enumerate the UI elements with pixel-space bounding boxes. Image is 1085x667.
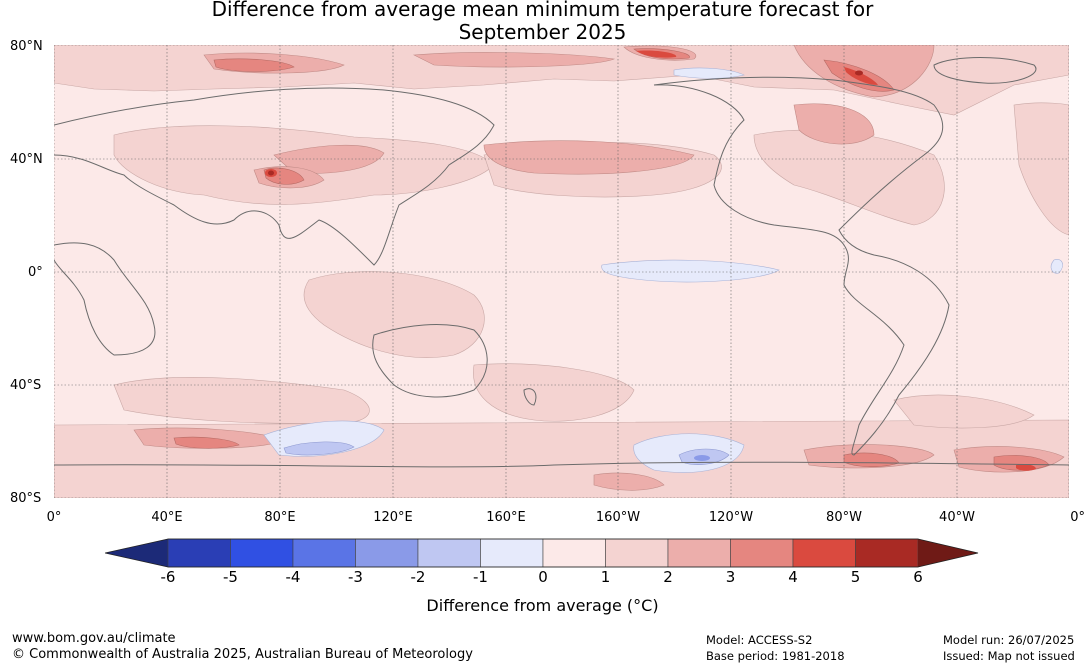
lon-label-120e: 120°E: [373, 510, 413, 525]
chart-title-line-1: Difference from average mean minimum tem…: [211, 0, 874, 21]
colorbar-tick-label: -5: [223, 568, 238, 586]
colorbar: [105, 538, 979, 568]
colorbar-cell--4_-3: [292, 538, 356, 568]
footer-model-run: Model run: 26/07/2025: [943, 633, 1075, 647]
lat-label-40s: 40°S: [10, 378, 42, 393]
colorbar-cell--6_-5: [167, 538, 231, 568]
lon-label-0-left: 0°: [46, 510, 62, 525]
colorbar-cell--5_-4: [230, 538, 294, 568]
colorbar-cell-4_5: [792, 538, 856, 568]
colorbar-cell-2_3: [667, 538, 731, 568]
colorbar-tick-label: -1: [473, 568, 488, 586]
colorbar-tick-label: 1: [600, 568, 611, 586]
colorbar-tick-label: 0: [538, 568, 548, 586]
lon-label-40w: 40°W: [939, 510, 975, 525]
anomaly-2-3-regions: [133, 45, 1065, 491]
colorbar-cell-0_1: [542, 538, 606, 568]
chart-title-line-2: September 2025: [458, 20, 627, 44]
lon-label-40e: 40°E: [151, 510, 183, 525]
colorbar-tick-label: 2: [663, 568, 673, 586]
colorbar-label: Difference from average (°C): [426, 596, 659, 615]
lat-label-40n: 40°N: [10, 152, 43, 167]
gridlines: [54, 45, 1069, 498]
footer-model: Model: ACCESS-S2: [706, 633, 813, 647]
anomaly-minus3-minus2-regions: [694, 455, 710, 461]
colorbar-tick-label: -6: [160, 568, 176, 586]
colorbar-tick-label: -4: [285, 568, 301, 586]
colorbar-extend-high: [918, 539, 978, 567]
colorbar-outline: [105, 538, 979, 568]
temperature-anomaly-map: [54, 45, 1069, 498]
footer-base-period: Base period: 1981-2018: [706, 649, 845, 663]
lat-label-0: 0°: [28, 265, 43, 280]
footer-copyright: © Commonwealth of Australia 2025, Austra…: [12, 647, 473, 662]
colorbar-tick-label: 4: [788, 568, 798, 586]
colorbar-tick-label: -3: [348, 568, 363, 586]
colorbar-cell-3_4: [730, 538, 794, 568]
lon-label-0-right: 0°: [1070, 510, 1085, 525]
lon-label-160e: 160°E: [486, 510, 526, 525]
colorbar-cell-1_2: [605, 538, 669, 568]
lon-label-120w: 120°W: [708, 510, 754, 525]
lat-label-80s: 80°S: [10, 491, 42, 506]
anomaly-4-5-regions: [265, 50, 1036, 471]
lon-label-160w: 160°W: [595, 510, 641, 525]
footer-issued: Issued: Map not issued: [943, 649, 1075, 663]
colorbar-cell--2_-1: [417, 538, 481, 568]
colorbar-cell--1_0: [480, 538, 544, 568]
coastlines: [54, 57, 1069, 468]
colorbar-extend-low: [105, 539, 168, 567]
colorbar-cell--3_-2: [355, 538, 419, 568]
colorbar-cells: [105, 538, 979, 568]
anomaly-5-6-regions: [268, 70, 863, 176]
colorbar-cell-5_6: [855, 538, 919, 568]
colorbar-tick-label: 3: [725, 568, 736, 586]
colorbar-tick-label: 6: [913, 568, 923, 586]
colorbar-tick-label: -2: [410, 568, 426, 586]
lon-label-80w: 80°W: [826, 510, 862, 525]
lat-label-80n: 80°N: [10, 39, 43, 54]
colorbar-tick-label: 5: [850, 568, 861, 586]
lon-label-80e: 80°E: [264, 510, 296, 525]
footer-url[interactable]: www.bom.gov.au/climate: [12, 631, 176, 646]
